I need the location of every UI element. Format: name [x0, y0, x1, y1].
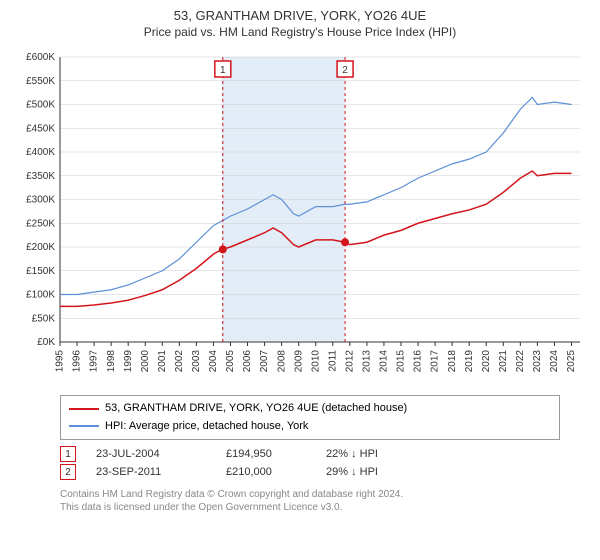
svg-text:1997: 1997	[89, 350, 100, 373]
svg-text:2025: 2025	[566, 350, 577, 373]
svg-text:2007: 2007	[259, 350, 270, 373]
sale-date: 23-JUL-2004	[96, 448, 206, 460]
svg-text:2021: 2021	[498, 350, 509, 373]
svg-text:£500K: £500K	[26, 100, 55, 111]
legend-item: 53, GRANTHAM DRIVE, YORK, YO26 4UE (deta…	[69, 400, 551, 418]
footer-line2: This data is licensed under the Open Gov…	[60, 501, 560, 514]
chart-area: £0K £50K £100K £150K £200K £250K £300K £350K £40…	[10, 47, 590, 387]
svg-text:2022: 2022	[515, 350, 526, 373]
svg-text:2004: 2004	[208, 350, 219, 373]
svg-text:£300K: £300K	[26, 195, 55, 206]
chart-title: 53, GRANTHAM DRIVE, YORK, YO26 4UE	[10, 8, 590, 23]
svg-text:1996: 1996	[72, 350, 83, 373]
svg-text:£50K: £50K	[32, 313, 56, 324]
svg-text:£550K: £550K	[26, 76, 55, 87]
svg-text:2018: 2018	[447, 350, 458, 373]
svg-text:2014: 2014	[379, 350, 390, 373]
sale-marker-row: 1 23-JUL-2004 £194,950 22% ↓ HPI	[60, 446, 560, 462]
legend: 53, GRANTHAM DRIVE, YORK, YO26 4UE (deta…	[60, 395, 560, 440]
legend-item: HPI: Average price, detached house, York	[69, 418, 551, 436]
svg-text:£0K: £0K	[37, 337, 55, 348]
sale-hpi-diff: 29% ↓ HPI	[326, 466, 416, 478]
footer-line1: Contains HM Land Registry data © Crown c…	[60, 488, 560, 501]
svg-text:2024: 2024	[549, 350, 560, 373]
chart-container: 53, GRANTHAM DRIVE, YORK, YO26 4UE Price…	[0, 0, 600, 522]
svg-text:2: 2	[342, 65, 348, 76]
svg-text:£350K: £350K	[26, 171, 55, 182]
svg-text:2000: 2000	[140, 350, 151, 373]
svg-text:1998: 1998	[106, 350, 117, 373]
svg-text:2012: 2012	[344, 350, 355, 373]
svg-text:2010: 2010	[310, 350, 321, 373]
svg-text:2019: 2019	[464, 350, 475, 373]
sale-price: £194,950	[226, 448, 306, 460]
svg-text:2006: 2006	[242, 350, 253, 373]
svg-text:2017: 2017	[430, 350, 441, 373]
sale-marker-number-icon: 1	[60, 446, 76, 462]
svg-text:2015: 2015	[396, 350, 407, 373]
sale-hpi-diff: 22% ↓ HPI	[326, 448, 416, 460]
svg-text:£250K: £250K	[26, 218, 55, 229]
svg-text:£600K: £600K	[26, 52, 55, 63]
sale-marker-number-icon: 2	[60, 464, 76, 480]
sale-marker-row: 2 23-SEP-2011 £210,000 29% ↓ HPI	[60, 464, 560, 480]
svg-text:1: 1	[220, 65, 226, 76]
svg-text:2013: 2013	[362, 350, 373, 373]
svg-text:2005: 2005	[225, 350, 236, 373]
sale-date: 23-SEP-2011	[96, 466, 206, 478]
svg-text:£450K: £450K	[26, 123, 55, 134]
sale-price: £210,000	[226, 466, 306, 478]
legend-label: 53, GRANTHAM DRIVE, YORK, YO26 4UE (deta…	[105, 400, 407, 418]
svg-text:2016: 2016	[413, 350, 424, 373]
svg-text:2008: 2008	[276, 350, 287, 373]
svg-text:£100K: £100K	[26, 290, 55, 301]
svg-text:2011: 2011	[327, 350, 338, 372]
svg-text:£150K: £150K	[26, 266, 55, 277]
svg-text:1995: 1995	[55, 350, 66, 373]
svg-text:2009: 2009	[293, 350, 304, 373]
svg-text:2001: 2001	[157, 350, 168, 373]
legend-swatch	[69, 425, 99, 427]
legend-swatch	[69, 408, 99, 410]
svg-text:£200K: £200K	[26, 242, 55, 253]
svg-text:2020: 2020	[481, 350, 492, 373]
chart-subtitle: Price paid vs. HM Land Registry's House …	[10, 25, 590, 39]
svg-text:2023: 2023	[532, 350, 543, 373]
svg-text:1999: 1999	[123, 350, 134, 373]
svg-text:2002: 2002	[174, 350, 185, 373]
legend-label: HPI: Average price, detached house, York	[105, 418, 308, 436]
footer-attribution: Contains HM Land Registry data © Crown c…	[60, 488, 560, 514]
svg-text:2003: 2003	[191, 350, 202, 373]
svg-text:£400K: £400K	[26, 147, 55, 158]
